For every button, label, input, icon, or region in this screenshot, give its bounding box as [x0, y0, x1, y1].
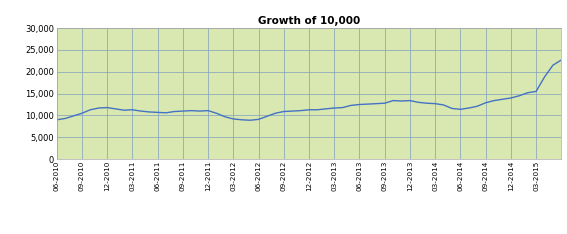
Title: Growth of 10,000: Growth of 10,000: [258, 16, 360, 26]
